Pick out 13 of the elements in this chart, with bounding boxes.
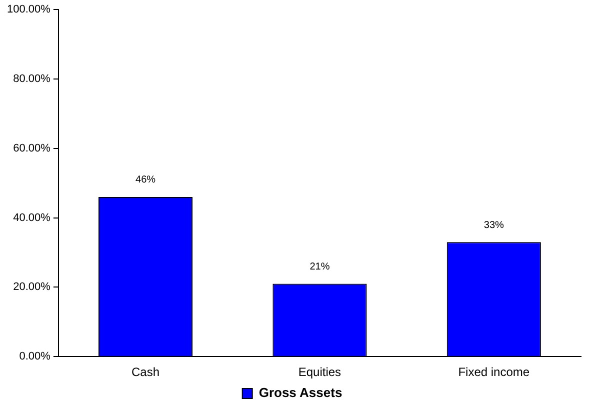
x-tick-label: Fixed income xyxy=(458,365,530,380)
data-label: 21% xyxy=(310,261,330,272)
y-tick-label: 40.00% xyxy=(13,212,51,224)
x-tick-label: Equities xyxy=(298,365,342,380)
x-tick-label: Cash xyxy=(132,365,160,380)
data-label: 33% xyxy=(484,220,504,231)
y-tick-label: 60.00% xyxy=(13,142,51,154)
y-tick-label: 20.00% xyxy=(13,281,51,294)
y-tick-label: 80.00% xyxy=(13,73,51,86)
data-label: 46% xyxy=(136,174,156,186)
legend-label: Gross Assets xyxy=(258,385,342,400)
y-tick-label: 0.00% xyxy=(19,350,51,363)
y-tick-label: 100.00% xyxy=(6,4,51,16)
